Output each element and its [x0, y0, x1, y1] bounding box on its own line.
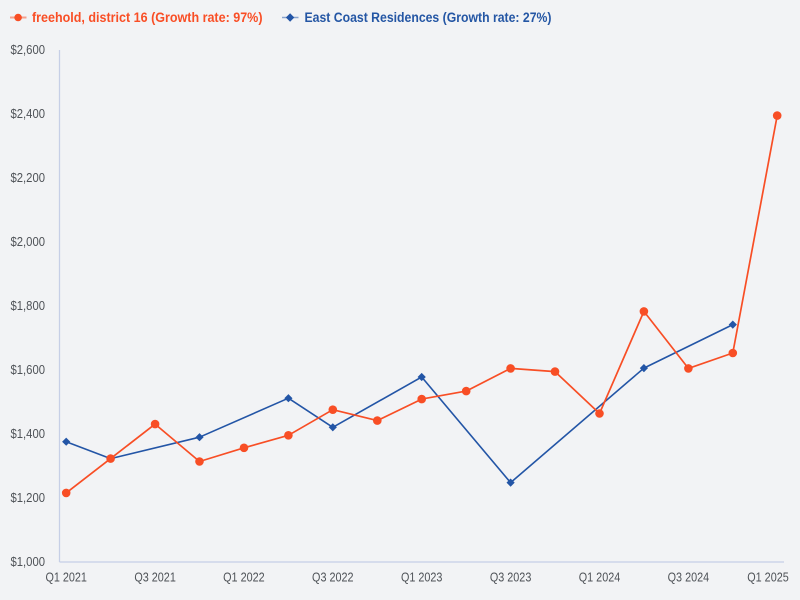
svg-text:Q3 2024: Q3 2024 [668, 571, 710, 585]
svg-text:$1,200: $1,200 [11, 491, 46, 505]
svg-text:Q3 2023: Q3 2023 [490, 571, 532, 585]
svg-text:$1,800: $1,800 [11, 299, 46, 313]
svg-text:$1,600: $1,600 [11, 363, 46, 377]
svg-text:freehold, district 16 (Growth: freehold, district 16 (Growth rate: 97%) [32, 10, 263, 25]
svg-text:$1,000: $1,000 [11, 555, 46, 569]
svg-text:Q3 2021: Q3 2021 [134, 571, 176, 585]
svg-text:Q1 2023: Q1 2023 [401, 571, 443, 585]
svg-text:$2,600: $2,600 [11, 43, 46, 57]
svg-text:East Coast Residences (Growth: East Coast Residences (Growth rate: 27%) [305, 10, 552, 25]
svg-text:$2,400: $2,400 [11, 107, 46, 121]
svg-text:$2,000: $2,000 [11, 235, 46, 249]
svg-text:$1,400: $1,400 [11, 427, 46, 441]
svg-text:Q1 2022: Q1 2022 [223, 571, 265, 585]
svg-text:Q1 2021: Q1 2021 [45, 571, 87, 585]
svg-text:Q3 2022: Q3 2022 [312, 571, 354, 585]
svg-text:$2,200: $2,200 [11, 171, 46, 185]
svg-text:Q1 2024: Q1 2024 [579, 571, 621, 585]
svg-text:Q1 2025: Q1 2025 [747, 571, 789, 585]
